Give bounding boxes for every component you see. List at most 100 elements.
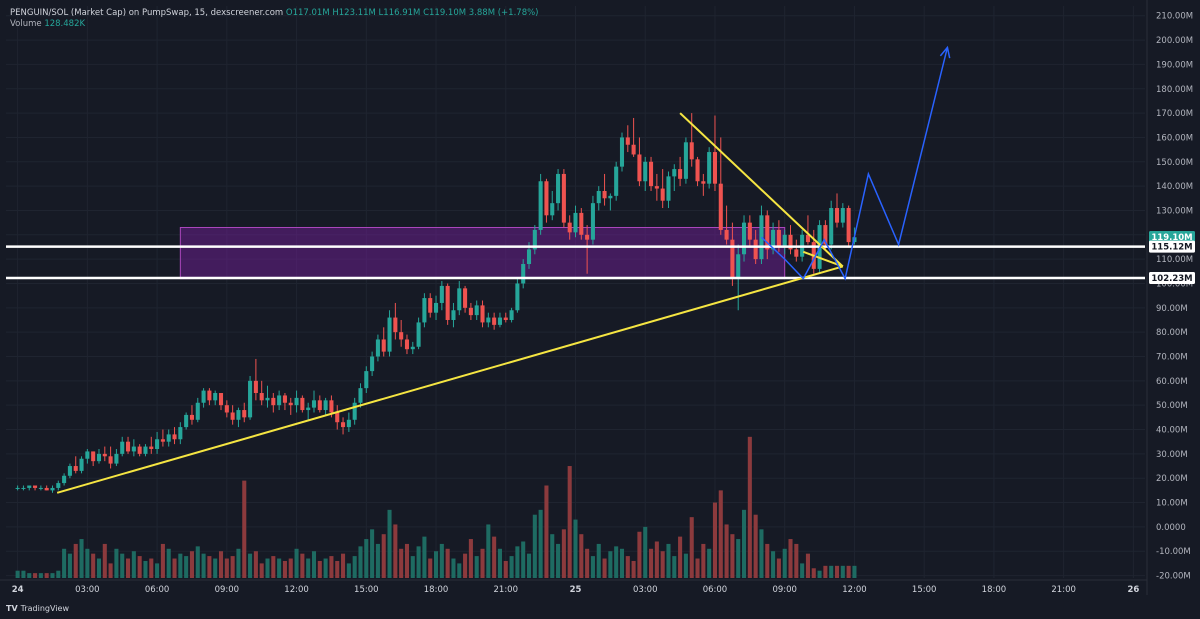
tradingview-logo[interactable]: TV TradingView — [6, 604, 69, 613]
candle-body — [509, 310, 514, 320]
candle-body — [805, 234, 810, 243]
volume-bar — [712, 502, 718, 578]
candle-body — [829, 208, 834, 245]
ohlc-close: C119.10M — [423, 8, 467, 18]
candle-body — [242, 410, 247, 418]
volume-bar — [207, 556, 212, 578]
volume-bar — [834, 565, 840, 578]
candle-body — [27, 485, 32, 488]
volume-bar — [759, 529, 764, 578]
price-tag — [1149, 230, 1195, 243]
y-tick-label: 70.00M — [1156, 353, 1188, 363]
candle-body — [683, 142, 688, 179]
volume-bar — [242, 480, 247, 578]
volume-bar — [695, 558, 700, 578]
candle-body — [585, 234, 590, 240]
candle-body — [218, 393, 224, 406]
candle-body — [834, 208, 840, 223]
trendline-apex-stub[interactable] — [802, 250, 844, 268]
volume-bar — [788, 539, 793, 578]
volume-bar — [619, 548, 625, 578]
x-tick-label: 09:00 — [215, 585, 240, 595]
volume-bar — [515, 546, 520, 578]
volume-bar — [596, 543, 601, 578]
projection-path[interactable] — [760, 47, 949, 281]
candle-body — [346, 419, 351, 428]
candle-body — [288, 402, 293, 406]
candle-body — [666, 176, 671, 201]
candle-body — [457, 288, 462, 311]
consolidation-zone[interactable] — [179, 226, 786, 280]
candle-body — [846, 208, 851, 243]
volume-bar — [114, 548, 119, 578]
volume-bar — [678, 536, 683, 578]
candle-body — [521, 264, 526, 284]
candle-body — [480, 305, 485, 323]
candle-body — [573, 212, 578, 233]
candle-body — [201, 390, 206, 403]
volume-bar — [62, 548, 67, 578]
candle-body — [317, 400, 322, 411]
volume-bar — [329, 556, 334, 578]
volume-bar — [143, 560, 148, 578]
legend-row-volume: Volume 128.482K — [10, 19, 539, 30]
symbol-title[interactable]: PENGUIN/SOL (Market Cap) on PumpSwap, 15… — [10, 8, 284, 18]
volume-bar — [323, 558, 328, 578]
volume-bar — [201, 553, 206, 578]
volume-bar — [590, 556, 595, 578]
x-tick-label: 09:00 — [772, 585, 797, 595]
lower-trendline[interactable] — [56, 265, 844, 494]
drawing-layer — [6, 45, 1145, 494]
volume-bar — [352, 556, 357, 578]
volume-bar — [526, 553, 532, 578]
candle-body — [265, 397, 270, 401]
y-tick-label: 200.00M — [1156, 36, 1193, 46]
volume-bar — [492, 536, 497, 578]
candle-body — [96, 453, 102, 462]
volume-bar — [166, 548, 171, 578]
volume-bar — [317, 560, 322, 578]
candle-body — [364, 371, 369, 389]
candle-body — [678, 169, 683, 179]
candle-body — [625, 137, 630, 145]
x-tick-label: 18:00 — [982, 585, 1007, 595]
candle-body — [439, 285, 444, 303]
candle-body — [282, 395, 287, 403]
axis-layer: 210.00M 200.00M 190.00M 180.00M 170.00M 160.0… — [0, 0, 1195, 595]
volume-bar — [556, 543, 561, 578]
volume-bar — [654, 541, 659, 578]
y-tick-label: 90.00M — [1156, 304, 1188, 314]
y-tick-label: 50.00M — [1156, 401, 1188, 411]
candle-body — [619, 137, 625, 167]
volume-label: Volume — [10, 19, 42, 29]
volume-bar — [288, 558, 293, 578]
volume-bar — [451, 558, 456, 578]
candle-body — [649, 161, 654, 187]
volume-bar — [805, 553, 810, 578]
x-tick-label: 03:00 — [633, 585, 658, 595]
volume-bar — [852, 565, 857, 578]
candle-body — [567, 222, 572, 233]
x-tick-label: 06:00 — [145, 585, 170, 595]
candle-body — [294, 397, 299, 406]
volume-bar — [265, 558, 270, 578]
volume-bar — [800, 563, 805, 578]
candle-body — [91, 451, 96, 462]
volume-bar — [96, 558, 102, 578]
candle-body — [73, 466, 78, 471]
candle-body — [445, 285, 450, 320]
candle-body — [277, 395, 282, 406]
x-tick-label: 15:00 — [912, 585, 937, 595]
candle-body — [631, 144, 636, 155]
tradingview-logo-icon: TV — [6, 604, 18, 613]
candle-layer — [15, 113, 857, 493]
volume-bar — [178, 553, 183, 578]
volume-bar — [550, 534, 555, 578]
volume-bar — [341, 553, 346, 578]
x-tick-label: 21:00 — [1051, 585, 1076, 595]
candle-body — [404, 339, 410, 350]
candle-body — [253, 380, 258, 394]
volume-bar — [294, 548, 299, 578]
upper-trendline[interactable] — [679, 112, 844, 268]
